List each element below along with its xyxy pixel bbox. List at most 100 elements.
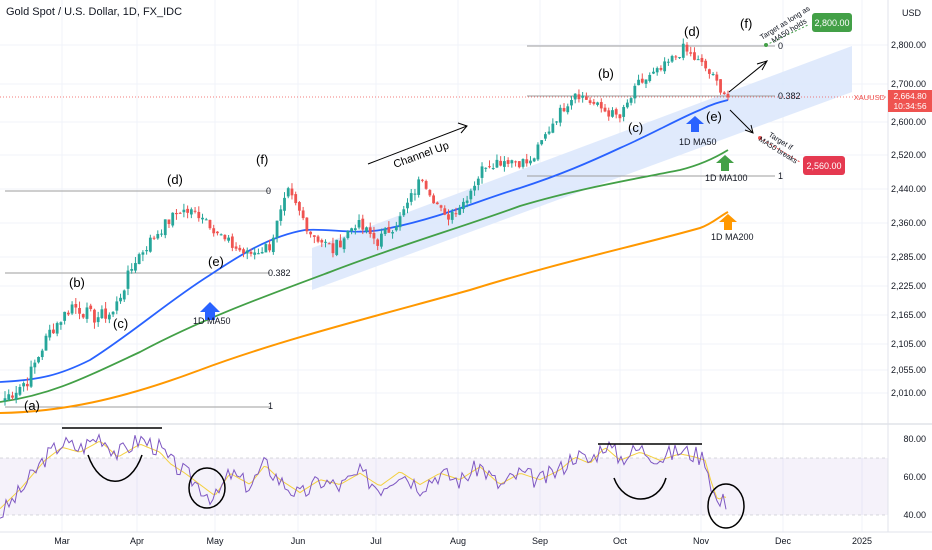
candle-body xyxy=(66,312,70,315)
candle-body xyxy=(432,195,435,204)
price-axis[interactable]: USD 2,800.00 2,700.00 2,600.00 2,520.00 2,44… xyxy=(887,0,926,532)
candle-body xyxy=(7,394,11,400)
rsi-band xyxy=(0,458,888,515)
candle-body xyxy=(596,102,599,105)
candle-body xyxy=(52,329,55,334)
candle-body xyxy=(253,252,257,255)
candle-body xyxy=(223,234,227,240)
candle-body xyxy=(298,202,301,211)
candle-body xyxy=(629,98,633,103)
candle-body xyxy=(78,307,81,314)
candle-body xyxy=(368,227,372,234)
candle-body xyxy=(141,252,145,255)
candle-body xyxy=(37,356,40,363)
candle-body xyxy=(238,247,242,251)
candle-body xyxy=(279,209,283,221)
candle-body xyxy=(376,239,380,246)
fib-levels-first: 0 0.382 1 xyxy=(5,186,291,411)
candle-body xyxy=(484,167,488,169)
time-label: Nov xyxy=(693,536,710,546)
rsi-line xyxy=(0,433,727,519)
candle-body xyxy=(119,297,122,302)
wave-b-second: (b) xyxy=(598,66,614,81)
candle-body xyxy=(387,227,391,233)
target-down-text: Target if MA50 breaks xyxy=(757,130,799,166)
candle-body xyxy=(517,161,521,168)
fib-first-1: 1 xyxy=(268,401,273,411)
rsi-tick-label: 80.00 xyxy=(903,434,926,444)
candle-body xyxy=(581,95,585,98)
candle-body xyxy=(558,107,562,123)
fib-second-0: 0 xyxy=(778,41,783,51)
candle-body xyxy=(216,231,219,234)
candle-body xyxy=(342,238,346,250)
candle-body xyxy=(584,96,588,100)
svg-text:1D MA200: 1D MA200 xyxy=(711,232,754,242)
candle-body xyxy=(63,311,67,321)
time-label: Oct xyxy=(613,536,628,546)
candle-body xyxy=(111,311,115,315)
candle-body xyxy=(402,209,406,216)
candle-body xyxy=(204,219,208,221)
candle-body xyxy=(488,166,491,168)
candle-body xyxy=(443,208,447,215)
ma50-second-marker: 1D MA50 xyxy=(679,116,717,147)
candle-body xyxy=(234,246,238,249)
candle-body xyxy=(435,202,439,205)
wave-e-second: (e) xyxy=(706,109,722,124)
wave-a: (a) xyxy=(24,398,40,413)
candle-body xyxy=(59,322,63,325)
candle-body xyxy=(562,108,566,112)
candle-body xyxy=(130,269,134,271)
candle-body xyxy=(171,212,175,226)
candle-body xyxy=(670,56,674,62)
candle-body xyxy=(458,207,462,215)
candle-body xyxy=(555,121,558,123)
candle-body xyxy=(163,219,167,236)
candle-body xyxy=(428,190,432,196)
candle-body xyxy=(566,106,570,113)
candle-body xyxy=(551,123,555,133)
target-up-arrow xyxy=(728,60,769,93)
candle-body xyxy=(81,314,85,318)
target-up-badge[interactable]: 2,800.00 xyxy=(812,13,852,32)
candle-body xyxy=(719,79,722,93)
target-down-badge[interactable]: 2,560.00 xyxy=(803,156,845,175)
candle-body xyxy=(74,304,78,308)
candle-body xyxy=(14,392,18,400)
ma100-line xyxy=(0,149,729,403)
candle-body xyxy=(324,241,327,243)
candle-body xyxy=(11,395,14,398)
candle-body xyxy=(521,159,525,167)
candle-body xyxy=(257,253,260,255)
candle-body xyxy=(260,252,264,254)
candle-body xyxy=(704,60,708,69)
rsi-pattern-annotations xyxy=(62,427,745,529)
candle-body xyxy=(245,250,249,254)
candle-body xyxy=(700,57,704,63)
candle-body xyxy=(469,190,473,200)
candle-body xyxy=(652,71,655,74)
svg-text:2,560.00: 2,560.00 xyxy=(806,161,841,171)
candle-body xyxy=(570,100,573,106)
candle-body xyxy=(301,210,305,219)
rsi-tick-label: 60.00 xyxy=(903,472,926,482)
candle-body xyxy=(286,188,290,197)
candle-body xyxy=(122,290,126,300)
candle-body xyxy=(663,61,667,72)
candle-body xyxy=(681,43,685,58)
candle-body xyxy=(461,201,465,210)
candle-body xyxy=(611,110,614,117)
time-axis[interactable]: Mar Apr May Jun Jul Aug Sep Oct Nov Dec 2025 xyxy=(0,531,932,546)
candle-body xyxy=(394,226,398,231)
candle-body xyxy=(264,244,268,253)
candle-body xyxy=(532,158,536,162)
candle-body xyxy=(383,228,387,235)
candle-body xyxy=(148,237,152,252)
candle-body xyxy=(55,323,59,334)
candle-body xyxy=(413,193,417,195)
candle-body xyxy=(357,219,361,228)
svg-text:2,664.80: 2,664.80 xyxy=(893,91,926,101)
time-label: Mar xyxy=(54,536,70,546)
